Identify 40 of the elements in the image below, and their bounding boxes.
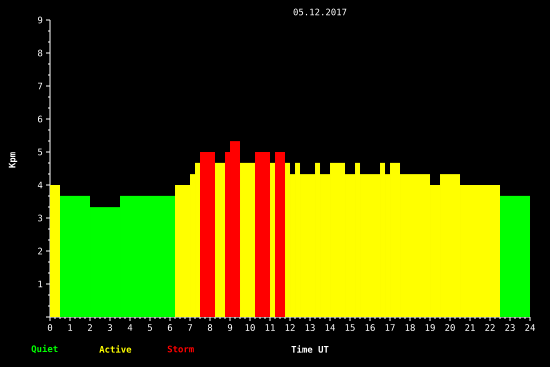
y-tick-label: 3 xyxy=(38,214,42,222)
y-axis-title: Kpm xyxy=(8,152,18,168)
x-tick-label: 5 xyxy=(148,324,152,331)
x-tick-label: 19 xyxy=(426,324,435,331)
x-tick-label: 10 xyxy=(246,324,255,331)
y-tick-label: 6 xyxy=(38,116,42,122)
y-tick-label: 4 xyxy=(38,182,42,188)
x-tick-label: 23 xyxy=(505,324,515,331)
x-tick-label: 13 xyxy=(306,324,315,331)
x-tick-label: 21 xyxy=(465,324,475,331)
text: Storm xyxy=(168,346,194,352)
x-tick-label: 18 xyxy=(406,324,415,331)
x-tick-label: 12 xyxy=(286,324,295,331)
x-tick-label: 9 xyxy=(228,324,232,331)
y-tick-label: 5 xyxy=(38,148,42,156)
x-tick-label: 4 xyxy=(128,324,132,331)
x-tick-label: 6 xyxy=(168,324,172,331)
text: Active xyxy=(99,345,132,353)
x-tick-label: 14 xyxy=(326,324,335,331)
text: Quiet xyxy=(32,344,58,354)
x-tick-label: 16 xyxy=(366,324,375,331)
x-tick-label: 11 xyxy=(266,324,275,331)
x-tick-label: 1 xyxy=(68,324,72,331)
x-tick-label: 3 xyxy=(108,324,112,331)
y-tick-label: 7 xyxy=(38,82,42,90)
x-tick-label: 17 xyxy=(386,324,395,331)
y-tick-label: 1 xyxy=(38,280,42,288)
x-tick-label: 0 xyxy=(48,324,52,331)
y-tick-label: 8 xyxy=(38,50,42,56)
chart-title: 05.12.2017 xyxy=(294,8,346,16)
x-tick-label: 8 xyxy=(208,324,212,331)
x-tick-label: 15 xyxy=(346,324,355,331)
x-tick-label: 20 xyxy=(445,324,455,331)
x-tick-label: 24 xyxy=(525,324,535,331)
x-axis-title: Time UT xyxy=(292,345,328,353)
x-tick-label: 2 xyxy=(88,324,92,331)
y-tick-label: 9 xyxy=(38,16,42,24)
x-tick-label: 7 xyxy=(188,324,192,331)
x-tick-label: 22 xyxy=(485,324,495,331)
y-tick-label: 2 xyxy=(38,248,42,254)
